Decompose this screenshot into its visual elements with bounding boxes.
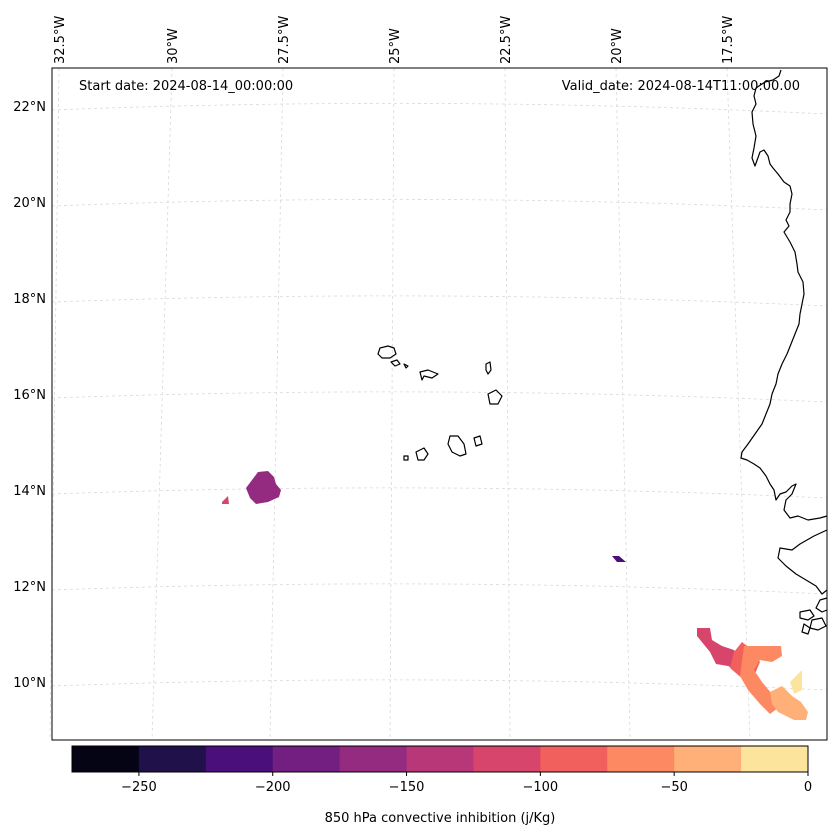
cape-verde-santo-antao	[377, 345, 397, 359]
colorbar-segment	[205, 746, 274, 772]
lon-label: 17.5°W	[721, 16, 736, 64]
colorbar-segment	[741, 746, 809, 772]
graticule	[49, 67, 828, 741]
colorbar-segment	[473, 746, 541, 772]
lat-label: 14°N	[13, 484, 46, 499]
cape-verde-sal	[485, 361, 492, 375]
lon-label: 25°W	[388, 28, 403, 64]
colorbar-segment	[674, 746, 742, 772]
cape-verde-fogo	[415, 447, 429, 461]
cape-verde-boa-vista	[487, 389, 503, 405]
lat-label: 10°N	[13, 676, 46, 691]
colorbar-ticks: −250 −200 −150 −100 −50 0	[121, 772, 812, 795]
cin-patch-se-dark	[697, 628, 742, 672]
longitude-labels: 32.5°W 30°W 27.5°W 25°W 22.5°W 20°W 17.5…	[53, 16, 736, 64]
map-frame	[51, 67, 828, 741]
lon-label: 20°W	[610, 28, 625, 64]
start-date-text: Start date: 2024-08-14_00:00:00	[79, 79, 293, 94]
colorbar-outline	[71, 745, 809, 773]
colorbar-segment	[339, 746, 408, 772]
colorbar-tick-label: −100	[523, 780, 559, 795]
colorbar-tick-label: −200	[255, 780, 291, 795]
lat-label: 18°N	[13, 292, 46, 307]
colorbar-segment	[272, 746, 341, 772]
coast-bijagos-3	[801, 623, 811, 635]
cin-patch-central	[612, 556, 626, 562]
colorbar-segment	[138, 746, 207, 772]
cin-patch-west-small	[222, 496, 229, 504]
coast-guinea	[815, 597, 828, 613]
latitude-labels: 22°N 20°N 18°N 16°N 14°N 12°N 10°N	[13, 100, 46, 691]
cape-verde-santa-luzia	[403, 363, 409, 369]
colorbar-segment	[406, 746, 474, 772]
colorbar-segment	[607, 746, 675, 772]
colorbar: −250 −200 −150 −100 −50 0 850 hPa convective …	[71, 745, 812, 826]
lat-label: 12°N	[13, 580, 46, 595]
colorbar-tick-label: −50	[660, 780, 687, 795]
lon-label: 30°W	[166, 28, 181, 64]
coast-bijagos-2	[809, 617, 827, 631]
cin-patch-se-palest	[770, 686, 808, 720]
cin-patch-west	[246, 471, 281, 504]
cin-fill-areas	[222, 471, 808, 720]
valid-date-text: Valid_date: 2024-08-14T11:00:00.00	[562, 79, 800, 94]
cape-verde-sao-nicolau	[419, 369, 439, 381]
cape-verde-santiago	[447, 435, 467, 457]
colorbar-tick-label: −250	[121, 780, 157, 795]
lon-label: 27.5°W	[277, 16, 292, 64]
colorbar-segments	[72, 746, 809, 772]
coastlines	[377, 69, 828, 635]
lat-label: 16°N	[13, 388, 46, 403]
lon-label: 22.5°W	[499, 16, 514, 64]
lon-label: 32.5°W	[53, 16, 68, 64]
colorbar-tick-label: −150	[389, 780, 425, 795]
cape-verde-maio	[473, 435, 483, 447]
lat-label: 22°N	[13, 100, 46, 115]
lat-label: 20°N	[13, 196, 46, 211]
west-africa-coastline	[740, 69, 828, 521]
cin-patch-se-tip	[790, 670, 802, 694]
colorbar-segment	[72, 746, 140, 772]
cape-verde-brava	[403, 455, 409, 461]
colorbar-segment	[540, 746, 608, 772]
cape-verde-sao-vicente	[390, 359, 401, 367]
colorbar-label: 850 hPa convective inhibition (j/Kg)	[325, 811, 556, 826]
colorbar-tick-label: 0	[804, 780, 812, 795]
coast-gambia-south	[777, 529, 828, 595]
coast-bijagos-1	[799, 609, 815, 621]
